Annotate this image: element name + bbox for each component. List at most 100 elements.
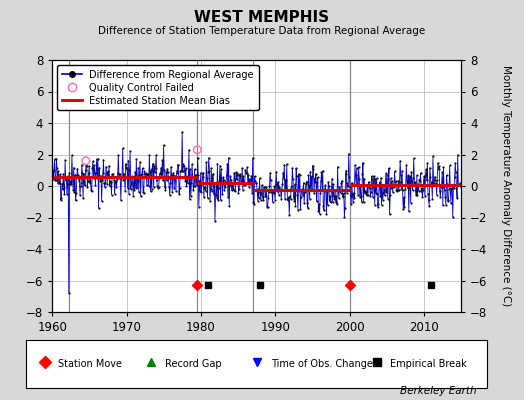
Point	[74, 176, 83, 182]
Point	[410, 155, 418, 162]
Point	[99, 157, 107, 163]
Point	[282, 184, 290, 191]
Point	[336, 188, 344, 194]
Point	[289, 176, 297, 182]
Point	[279, 176, 288, 182]
Point	[233, 170, 242, 176]
Point	[326, 199, 335, 206]
Point	[357, 192, 365, 199]
Point	[201, 185, 209, 192]
Point	[368, 176, 376, 182]
Point	[272, 169, 280, 175]
Point	[126, 186, 135, 192]
Point	[251, 177, 259, 184]
Point	[317, 169, 325, 175]
Point	[445, 186, 453, 192]
Point	[154, 185, 162, 191]
Point	[263, 204, 271, 210]
Point	[265, 189, 273, 196]
Point	[166, 180, 174, 186]
Point	[363, 182, 372, 188]
Point	[366, 185, 374, 191]
Point	[86, 176, 95, 183]
Point	[204, 169, 212, 175]
Point	[192, 174, 201, 180]
Point	[136, 193, 145, 200]
Point	[121, 174, 129, 181]
Point	[256, 188, 264, 195]
Point	[227, 187, 236, 194]
Point	[196, 170, 205, 176]
Point	[234, 190, 243, 196]
Point	[185, 147, 193, 153]
Point	[377, 174, 385, 181]
Point	[158, 157, 167, 163]
Point	[332, 193, 341, 200]
Point	[371, 176, 379, 182]
Point	[230, 170, 238, 176]
Point	[52, 156, 61, 162]
Point	[62, 173, 71, 180]
Point	[139, 189, 147, 195]
Point	[428, 195, 436, 202]
Point	[401, 186, 409, 192]
Point	[50, 156, 59, 162]
Point	[56, 180, 64, 186]
Point	[408, 187, 417, 193]
Point	[283, 196, 291, 203]
Point	[125, 167, 134, 174]
Point	[202, 159, 211, 165]
Point	[294, 207, 302, 213]
Point	[148, 186, 156, 192]
Point	[116, 175, 124, 182]
Point	[157, 164, 165, 171]
Point	[395, 187, 403, 193]
Point	[95, 164, 103, 171]
Point	[369, 181, 378, 187]
Point	[300, 199, 308, 206]
Point	[204, 154, 213, 161]
Point	[130, 187, 139, 193]
Point	[257, 196, 265, 203]
Point	[206, 185, 215, 192]
Point	[411, 179, 419, 186]
Point	[108, 171, 116, 177]
Point	[258, 193, 267, 200]
Point	[146, 188, 155, 195]
Point	[201, 187, 210, 194]
Point	[160, 167, 168, 173]
Point	[246, 181, 255, 188]
Point	[296, 206, 304, 212]
Point	[65, 170, 73, 176]
Point	[193, 146, 202, 153]
Point	[155, 184, 163, 190]
Point	[299, 192, 307, 198]
Point	[425, 203, 433, 210]
Point	[232, 169, 240, 176]
Point	[51, 177, 59, 183]
Point	[63, 191, 71, 197]
Point	[220, 187, 228, 193]
Point	[214, 185, 223, 191]
Point	[418, 194, 427, 200]
Point	[254, 186, 263, 192]
Point	[376, 193, 385, 199]
Point	[166, 192, 174, 198]
Point	[193, 154, 202, 161]
Point	[190, 182, 198, 189]
Point	[310, 175, 319, 182]
Point	[427, 183, 435, 189]
Point	[374, 201, 383, 208]
Point	[291, 202, 300, 209]
Point	[235, 186, 243, 193]
Point	[414, 188, 423, 194]
Point	[93, 174, 102, 181]
Point	[443, 181, 451, 188]
Point	[319, 168, 327, 174]
Point	[131, 168, 139, 175]
Point	[132, 185, 140, 191]
Point	[212, 183, 221, 189]
Point	[449, 214, 457, 220]
Point	[444, 197, 453, 204]
Point	[436, 194, 444, 200]
